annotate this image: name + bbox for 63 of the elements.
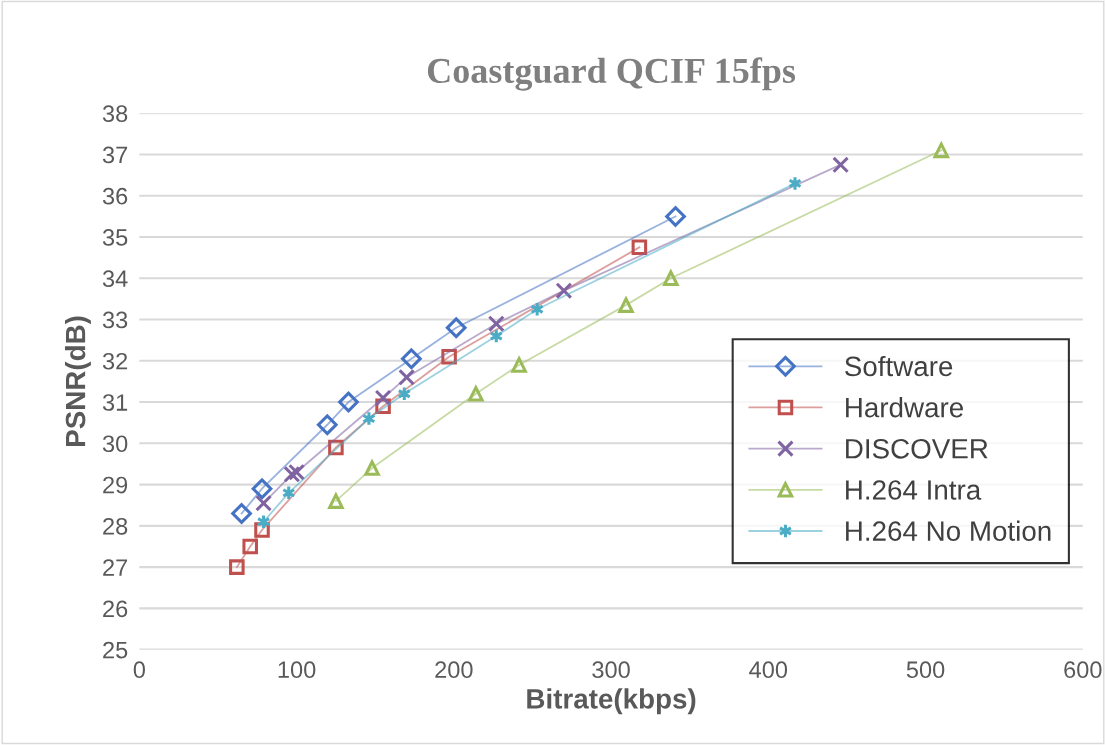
point <box>316 414 338 436</box>
point <box>328 493 344 509</box>
y-tick-label: 31 <box>102 394 128 411</box>
y-tick-label: 28 <box>103 517 128 535</box>
point <box>229 559 245 575</box>
point <box>788 175 802 192</box>
point <box>255 494 273 512</box>
y-tick-label: 34 <box>102 270 128 288</box>
y-axis-title: PSNR(dB) <box>64 316 91 446</box>
x-tick-label: 300 <box>592 661 630 679</box>
point <box>445 317 467 339</box>
point <box>374 389 392 407</box>
legend-label: H.264 Intra <box>846 480 982 500</box>
point <box>256 513 271 530</box>
y-tick-label: 38 <box>102 105 128 123</box>
point <box>530 301 545 318</box>
point <box>281 485 296 501</box>
y-tick-label: 29 <box>103 476 128 494</box>
legend-label: Software <box>845 355 953 377</box>
y-tick-label: 36 <box>102 187 128 205</box>
point <box>832 156 850 174</box>
point <box>401 348 422 370</box>
x-axis-title: Bitrate(kbps) <box>527 688 696 715</box>
point <box>231 503 252 524</box>
point <box>441 348 457 365</box>
point <box>397 386 412 402</box>
legend-label: DISCOVER <box>846 438 988 459</box>
y-tick-label: 27 <box>103 559 128 576</box>
y-tick-label: 32 <box>102 352 128 370</box>
x-tick-label: 600 <box>1064 661 1102 679</box>
point <box>338 391 359 413</box>
x-tick-label: 400 <box>749 661 788 679</box>
y-tick-label: 37 <box>102 146 128 164</box>
point <box>662 268 680 287</box>
point <box>288 463 306 481</box>
point <box>618 297 634 313</box>
legend-label: Hardware <box>846 397 963 418</box>
point <box>398 368 416 386</box>
point <box>487 315 505 333</box>
y-tick-label: 35 <box>102 229 128 246</box>
point <box>489 328 504 344</box>
x-tick-label: 500 <box>906 661 945 679</box>
point <box>283 465 301 483</box>
point <box>328 439 344 456</box>
point <box>631 239 648 256</box>
y-tick-label: 26 <box>103 600 128 618</box>
point <box>468 386 484 402</box>
point <box>511 357 527 373</box>
chart-title: Coastguard QCIF 15fps <box>427 57 796 91</box>
point <box>933 142 950 159</box>
x-tick-label: 200 <box>435 661 473 679</box>
point <box>242 538 258 555</box>
y-tick-label: 30 <box>102 435 128 453</box>
legend-label: H.264 No Motion <box>846 520 1051 541</box>
point <box>555 282 573 300</box>
y-tick-label: 33 <box>102 311 128 329</box>
x-tick-label: 0 <box>133 661 145 679</box>
y-tick-label: 25 <box>103 641 128 659</box>
point <box>251 478 273 500</box>
point <box>361 410 376 427</box>
x-tick-label: 100 <box>278 661 316 679</box>
point <box>364 460 380 476</box>
point <box>665 206 686 227</box>
